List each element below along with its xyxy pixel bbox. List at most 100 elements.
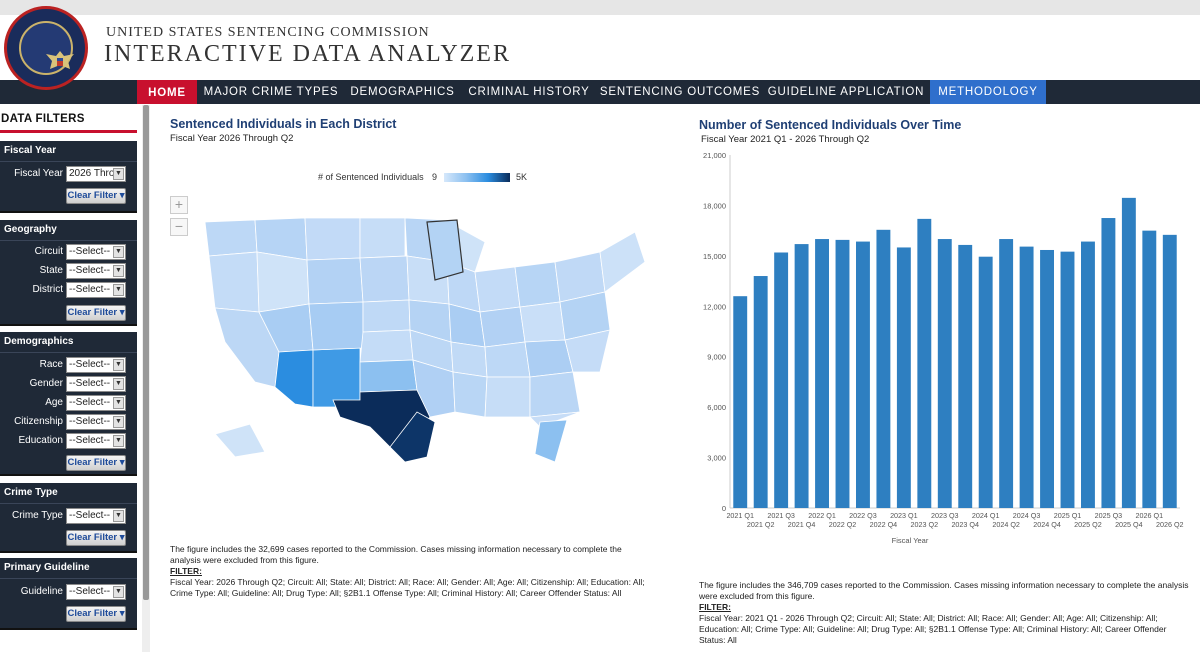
bar[interactable]	[794, 244, 809, 508]
district-region	[514, 261, 561, 308]
guideline-select[interactable]: --Select-- ▼	[66, 584, 126, 600]
chevron-down-icon: ▼	[113, 378, 124, 390]
bar[interactable]	[896, 247, 911, 508]
x-tick-label: 2026 Q1	[1136, 511, 1164, 520]
x-tick-label: 2022 Q2	[829, 520, 857, 529]
tab-methodology[interactable]: METHODOLOGY	[930, 80, 1046, 104]
filter-row-fiscal-year: Fiscal Year 2026 Thro ▼	[0, 166, 137, 182]
bar[interactable]	[999, 239, 1014, 509]
tab-demographics[interactable]: DEMOGRAPHICS	[350, 86, 455, 98]
zoom-in-button[interactable]: +	[170, 196, 188, 214]
map-legend: # of Sentenced Individuals 9 5K	[318, 171, 578, 185]
bar[interactable]	[917, 218, 932, 508]
clear-filter-button[interactable]: Clear Filter ▾	[66, 530, 126, 546]
education-select[interactable]: --Select-- ▼	[66, 433, 126, 449]
district-map[interactable]	[195, 212, 655, 467]
legend-gradient	[444, 173, 510, 182]
district-region	[534, 419, 568, 463]
x-tick-label: 2021 Q3	[767, 511, 795, 520]
bar[interactable]	[856, 241, 870, 509]
bar[interactable]	[753, 276, 768, 508]
crime-type-select[interactable]: --Select-- ▼	[66, 508, 126, 524]
clear-filter-button[interactable]: Clear Filter ▾	[66, 305, 126, 321]
district-region	[362, 299, 411, 333]
scrollbar-thumb[interactable]	[143, 105, 149, 600]
x-tick-label: 2025 Q2	[1074, 520, 1102, 529]
district-region	[359, 255, 410, 303]
x-tick-label: 2021 Q4	[788, 520, 816, 529]
citizenship-select[interactable]: --Select-- ▼	[66, 414, 126, 430]
chevron-down-icon: ▼	[113, 586, 124, 598]
gender-select[interactable]: --Select-- ▼	[66, 376, 126, 392]
district-region	[389, 411, 436, 463]
alaska-region	[214, 423, 266, 458]
bar[interactable]	[774, 252, 789, 508]
eagle-icon	[46, 51, 74, 69]
state-select[interactable]: --Select-- ▼	[66, 263, 126, 279]
age-select[interactable]: --Select-- ▼	[66, 395, 126, 411]
tab-criminal-history[interactable]: CRIMINAL HISTORY	[468, 86, 590, 98]
tab-guideline-application[interactable]: GUIDELINE APPLICATION	[767, 86, 925, 98]
x-tick-label: 2024 Q1	[972, 511, 1000, 520]
bar[interactable]	[1060, 251, 1075, 508]
bar[interactable]	[958, 244, 973, 508]
district-select[interactable]: --Select-- ▼	[66, 282, 126, 298]
y-tick-label: 9,000	[707, 353, 726, 362]
panel-title: Primary Guideline	[4, 562, 90, 573]
commission-seal-icon[interactable]	[4, 6, 88, 90]
filter-row-education: Education --Select-- ▼	[0, 433, 137, 449]
bar[interactable]	[1162, 234, 1177, 508]
map-title: Sentenced Individuals in Each District	[170, 117, 397, 131]
bar[interactable]	[876, 229, 891, 509]
bar-chart[interactable]: 0 3,000 6,000 9,000 12,000 15,000 18,000 21,000…	[680, 148, 1190, 548]
bar[interactable]	[1019, 246, 1034, 508]
panel-demographics: Demographics Race --Select-- ▼ Gender --S…	[0, 332, 137, 476]
x-tick-label: 2026 Q2	[1156, 520, 1184, 529]
clear-filter-button[interactable]: Clear Filter ▾	[66, 455, 126, 471]
chevron-down-icon: ▼	[113, 435, 124, 447]
map-subtitle: Fiscal Year 2026 Through Q2	[170, 133, 294, 144]
district-region	[274, 349, 314, 408]
bar[interactable]	[835, 239, 850, 508]
browser-top-strip	[0, 0, 1200, 15]
bar[interactable]	[978, 256, 993, 508]
district-region	[256, 251, 310, 313]
y-tick-label: 3,000	[707, 454, 726, 463]
clear-filter-button[interactable]: Clear Filter ▾	[66, 188, 126, 204]
tab-sentencing-outcomes[interactable]: SENTENCING OUTCOMES	[599, 86, 761, 98]
chevron-down-icon: ▼	[113, 359, 124, 371]
district-region-selected	[426, 219, 464, 281]
district-region	[359, 329, 414, 363]
zoom-out-button[interactable]: −	[170, 218, 188, 236]
race-select[interactable]: --Select-- ▼	[66, 357, 126, 373]
chart-subtitle: Fiscal Year 2021 Q1 - 2026 Through Q2	[701, 134, 870, 145]
bar[interactable]	[815, 239, 829, 509]
panel-fiscal-year: Fiscal Year Fiscal Year 2026 Thro ▼ Clear…	[0, 141, 137, 213]
chevron-down-icon: ▼	[113, 510, 124, 522]
fiscal-year-select[interactable]: 2026 Thro ▼	[66, 166, 126, 182]
sidebar-scrollbar[interactable]	[142, 105, 150, 652]
tab-major-crime-types[interactable]: MAJOR CRIME TYPES	[203, 86, 339, 98]
bar[interactable]	[1040, 249, 1054, 508]
district-region	[359, 217, 406, 259]
bar[interactable]	[1081, 241, 1095, 509]
panel-crime-type: Crime Type Crime Type --Select-- ▼ Clear …	[0, 483, 137, 553]
tab-home[interactable]: HOME	[137, 80, 197, 104]
bar[interactable]	[733, 296, 748, 508]
bar[interactable]	[1121, 197, 1136, 508]
x-tick-label: 2023 Q3	[931, 511, 959, 520]
bar[interactable]	[1101, 218, 1116, 508]
district-region	[204, 219, 258, 257]
district-region	[529, 371, 581, 418]
district-region	[599, 231, 646, 293]
chart-title: Number of Sentenced Individuals Over Tim…	[699, 118, 962, 132]
filter-row-gender: Gender --Select-- ▼	[0, 376, 137, 392]
clear-filter-button[interactable]: Clear Filter ▾	[66, 606, 126, 622]
bar[interactable]	[937, 239, 952, 509]
x-tick-label: 2024 Q3	[1013, 511, 1041, 520]
map-filter-label: FILTER:	[170, 566, 202, 576]
bar[interactable]	[1142, 230, 1157, 508]
y-tick-label: 0	[722, 504, 726, 513]
x-tick-label: 2025 Q1	[1054, 511, 1082, 520]
circuit-select[interactable]: --Select-- ▼	[66, 244, 126, 260]
